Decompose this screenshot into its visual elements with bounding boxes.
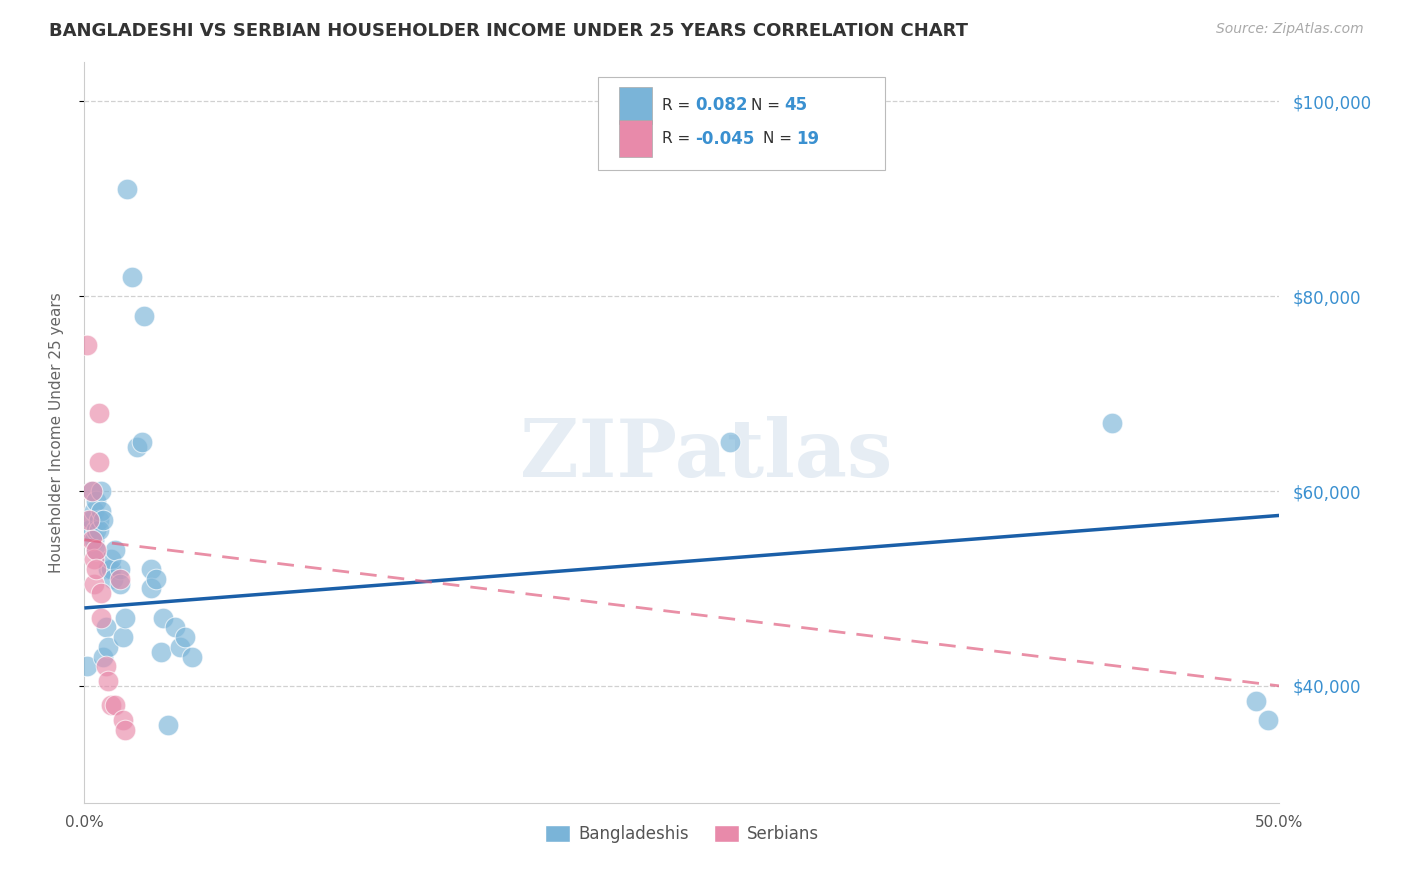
Point bbox=[110, 562, 132, 576]
Point bbox=[114, 610, 136, 624]
Point bbox=[117, 182, 139, 196]
Point bbox=[77, 523, 100, 537]
Point bbox=[87, 455, 110, 469]
Point bbox=[145, 572, 167, 586]
Point bbox=[97, 640, 120, 654]
Text: R =: R = bbox=[662, 131, 695, 146]
Point bbox=[110, 572, 132, 586]
Point bbox=[100, 698, 122, 713]
Point bbox=[104, 542, 127, 557]
Text: 19: 19 bbox=[797, 129, 820, 148]
Point bbox=[173, 630, 195, 644]
Point bbox=[97, 673, 120, 688]
Point bbox=[76, 338, 98, 352]
Point bbox=[90, 586, 112, 600]
Point bbox=[100, 562, 122, 576]
Legend: Bangladeshis, Serbians: Bangladeshis, Serbians bbox=[538, 819, 825, 850]
Y-axis label: Householder Income Under 25 years: Householder Income Under 25 years bbox=[49, 293, 63, 573]
Point bbox=[149, 645, 172, 659]
Text: R =: R = bbox=[662, 98, 695, 113]
Point bbox=[87, 523, 110, 537]
FancyBboxPatch shape bbox=[619, 120, 652, 157]
Point bbox=[80, 533, 103, 547]
Point bbox=[83, 533, 105, 547]
Point bbox=[132, 309, 156, 323]
Point bbox=[110, 576, 132, 591]
Point bbox=[97, 562, 120, 576]
Point bbox=[101, 572, 124, 586]
Point bbox=[1257, 713, 1279, 727]
Text: -0.045: -0.045 bbox=[695, 129, 755, 148]
Point bbox=[83, 503, 105, 517]
Point bbox=[1101, 416, 1123, 430]
Point bbox=[93, 513, 115, 527]
Point bbox=[165, 620, 187, 634]
Point bbox=[157, 718, 180, 732]
Point bbox=[80, 513, 103, 527]
Point bbox=[87, 513, 110, 527]
Text: 45: 45 bbox=[785, 96, 808, 114]
Text: N =: N = bbox=[763, 131, 797, 146]
Point bbox=[94, 659, 117, 673]
Point bbox=[90, 610, 112, 624]
Point bbox=[718, 435, 741, 450]
Point bbox=[76, 659, 98, 673]
Point bbox=[90, 503, 112, 517]
Point bbox=[114, 723, 136, 737]
Point bbox=[86, 493, 108, 508]
Text: ZIPatlas: ZIPatlas bbox=[520, 416, 891, 494]
Point bbox=[86, 523, 108, 537]
Point bbox=[83, 552, 105, 566]
Text: Source: ZipAtlas.com: Source: ZipAtlas.com bbox=[1216, 22, 1364, 37]
Point bbox=[80, 484, 103, 499]
Text: 0.082: 0.082 bbox=[695, 96, 748, 114]
Text: BANGLADESHI VS SERBIAN HOUSEHOLDER INCOME UNDER 25 YEARS CORRELATION CHART: BANGLADESHI VS SERBIAN HOUSEHOLDER INCOM… bbox=[49, 22, 969, 40]
Point bbox=[100, 552, 122, 566]
Point bbox=[86, 542, 108, 557]
Point bbox=[87, 406, 110, 420]
Point bbox=[83, 576, 105, 591]
Point bbox=[77, 513, 100, 527]
Point bbox=[90, 484, 112, 499]
Point bbox=[125, 440, 148, 454]
Point bbox=[104, 698, 127, 713]
Point bbox=[80, 484, 103, 499]
Point bbox=[141, 582, 163, 596]
Point bbox=[86, 562, 108, 576]
Point bbox=[121, 269, 143, 284]
Point bbox=[131, 435, 153, 450]
Point bbox=[86, 542, 108, 557]
Text: N =: N = bbox=[751, 98, 785, 113]
FancyBboxPatch shape bbox=[619, 87, 652, 124]
Point bbox=[111, 630, 134, 644]
Point bbox=[152, 610, 174, 624]
Point bbox=[94, 620, 117, 634]
Point bbox=[181, 649, 204, 664]
Point bbox=[93, 649, 115, 664]
Point bbox=[141, 562, 163, 576]
Point bbox=[111, 713, 134, 727]
FancyBboxPatch shape bbox=[599, 78, 886, 169]
Point bbox=[1244, 693, 1267, 707]
Point bbox=[169, 640, 191, 654]
